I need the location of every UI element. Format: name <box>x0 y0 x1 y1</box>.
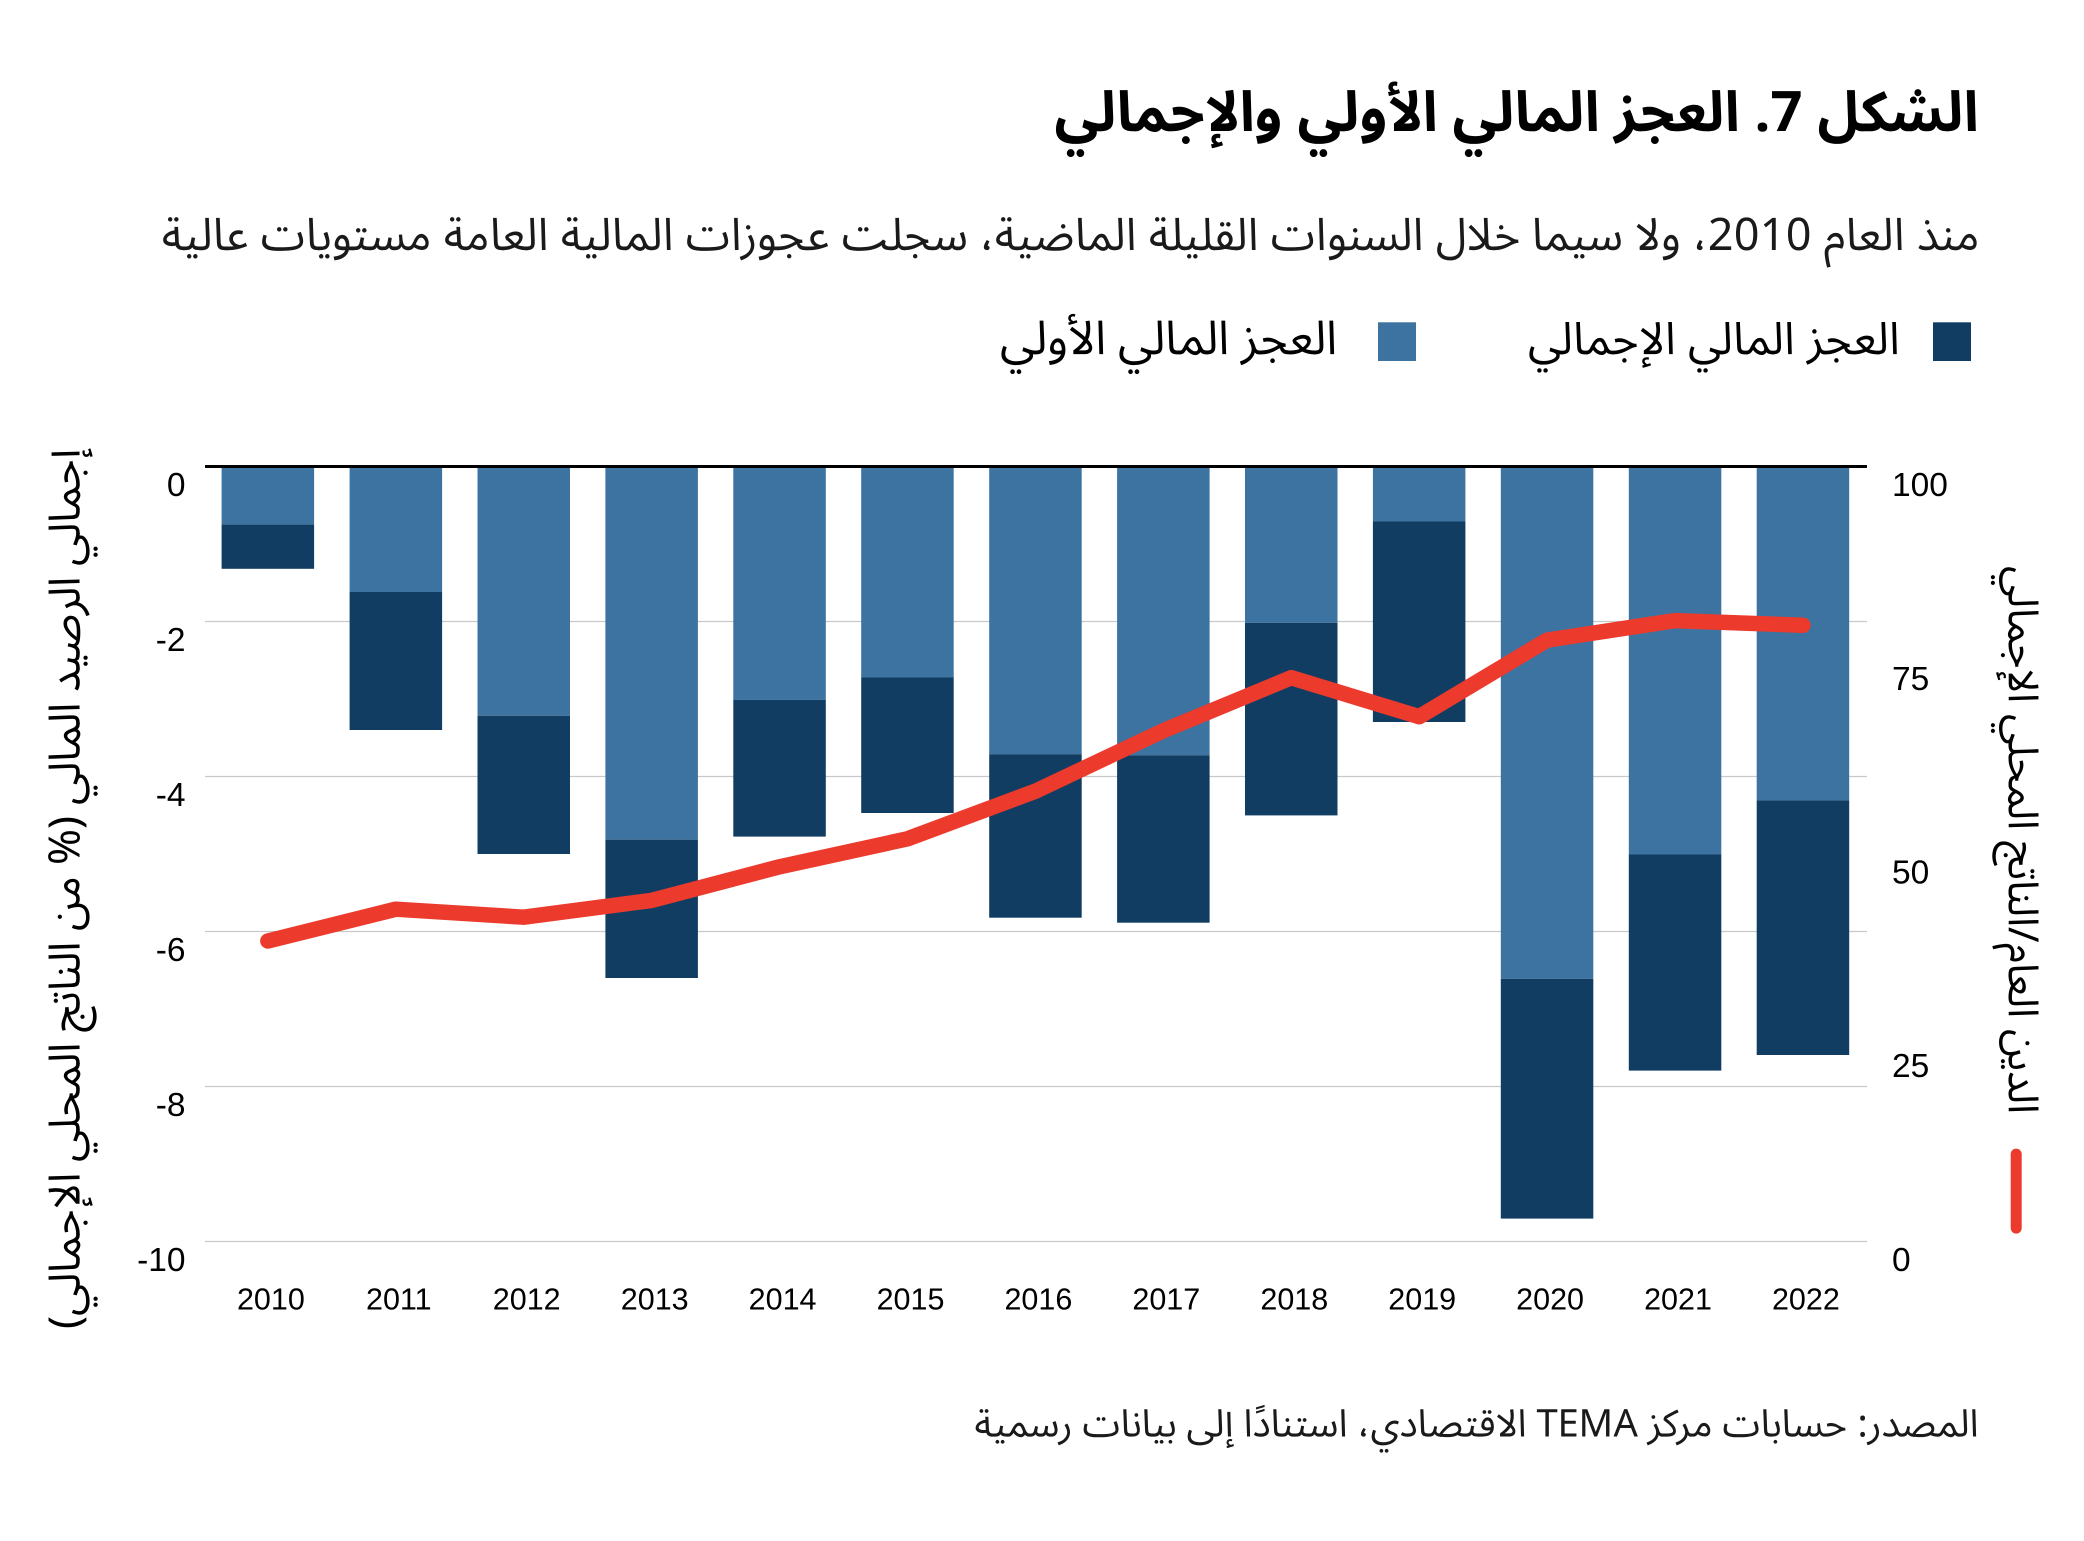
svg-text:100: 100 <box>1892 467 1948 504</box>
svg-text:2017: 2017 <box>1132 1283 1200 1317</box>
svg-text:2011: 2011 <box>366 1283 432 1317</box>
svg-text:2021: 2021 <box>1644 1283 1712 1317</box>
svg-text:0: 0 <box>1892 1242 1911 1279</box>
svg-text:2019: 2019 <box>1388 1283 1456 1317</box>
svg-text:2015: 2015 <box>877 1283 945 1317</box>
svg-text:-8: -8 <box>156 1087 186 1124</box>
svg-text:2013: 2013 <box>621 1283 689 1317</box>
svg-text:-10: -10 <box>137 1242 185 1279</box>
svg-text:2010: 2010 <box>237 1283 305 1317</box>
svg-text:2016: 2016 <box>1004 1283 1072 1317</box>
svg-text:75: 75 <box>1892 661 1929 698</box>
svg-text:2014: 2014 <box>749 1283 817 1317</box>
svg-text:25: 25 <box>1892 1048 1929 1085</box>
svg-text:2022: 2022 <box>1772 1283 1840 1317</box>
svg-text:-4: -4 <box>156 777 186 814</box>
svg-text:0: 0 <box>167 467 186 504</box>
svg-text:2018: 2018 <box>1260 1283 1328 1317</box>
svg-text:-2: -2 <box>156 622 186 659</box>
svg-text:-6: -6 <box>156 932 186 969</box>
svg-text:2012: 2012 <box>493 1283 561 1317</box>
svg-text:2020: 2020 <box>1516 1283 1584 1317</box>
svg-text:50: 50 <box>1892 855 1929 892</box>
